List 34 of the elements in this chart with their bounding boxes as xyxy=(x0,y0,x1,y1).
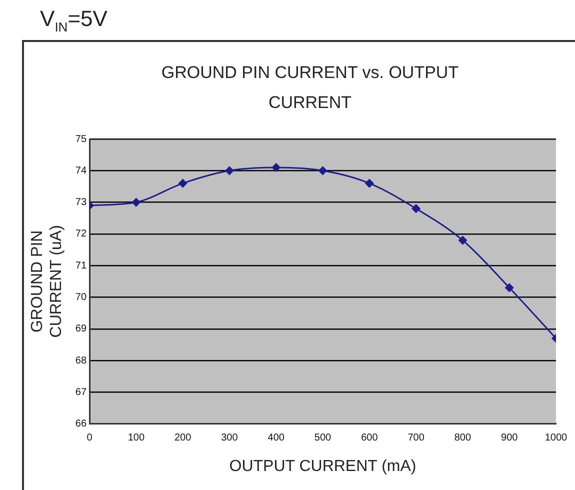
y-tick-label: 69 xyxy=(75,324,87,335)
x-tick-label: 700 xyxy=(408,432,425,444)
y-tick-label: 71 xyxy=(75,260,87,272)
y-tick-label: 73 xyxy=(75,197,87,208)
x-axis-title: OUTPUT CURRENT (mA) xyxy=(229,458,416,475)
point xyxy=(458,236,467,245)
x-tick-label: 400 xyxy=(268,432,285,444)
x-tick-label: 300 xyxy=(221,432,238,444)
y-tick-label: 68 xyxy=(75,355,87,366)
x-tick-label: 200 xyxy=(174,432,192,444)
text: V$_{IN}$=5V xyxy=(40,6,108,34)
point xyxy=(365,179,374,188)
x-tick-label: 100 xyxy=(128,432,145,444)
x-tick-label: 600 xyxy=(361,432,378,444)
x-tick-label: 0 xyxy=(86,432,93,444)
point xyxy=(505,283,514,292)
y-axis-title: GROUND PIN CURRENT (uA) xyxy=(29,225,66,338)
point xyxy=(132,198,140,207)
y-tick-label: 67 xyxy=(75,386,87,398)
point xyxy=(178,179,188,188)
x-tick-label: 900 xyxy=(501,432,518,444)
point xyxy=(412,204,420,213)
chart-title: GROUND PIN CURRENT vs. OUTPUT CURRENT xyxy=(160,62,460,114)
y-tick-label: 66 xyxy=(75,418,87,430)
x-tick-label: 800 xyxy=(454,432,472,444)
x-tick-label: 500 xyxy=(314,432,332,444)
y-tick-label: 74 xyxy=(75,165,87,176)
point xyxy=(318,166,328,175)
point xyxy=(272,163,280,172)
y-tick-label: 72 xyxy=(75,228,87,240)
y-tick-label: 75 xyxy=(75,134,87,145)
x-tick-label: 1000 xyxy=(544,432,568,444)
y-tick-label: 70 xyxy=(75,292,87,303)
point xyxy=(225,166,234,175)
